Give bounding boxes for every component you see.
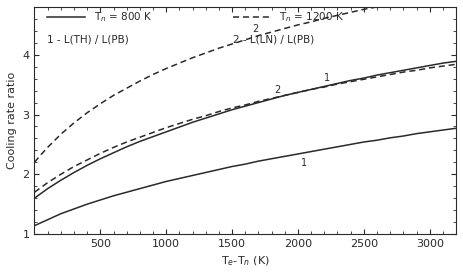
X-axis label: T$_e$-T$_n$ (K): T$_e$-T$_n$ (K) [221, 254, 269, 268]
Text: T$_n$ = 1200 K: T$_n$ = 1200 K [279, 10, 344, 24]
Text: 1: 1 [300, 158, 307, 168]
Text: 2: 2 [252, 24, 258, 34]
Text: 2 - L(LN) / L(PB): 2 - L(LN) / L(PB) [232, 35, 314, 45]
Text: 2: 2 [274, 85, 281, 95]
Text: T$_n$ = 800 K: T$_n$ = 800 K [94, 10, 152, 24]
Y-axis label: Cooling rate ratio: Cooling rate ratio [7, 72, 17, 169]
Text: 1: 1 [324, 73, 331, 83]
Text: 1 - L(TH) / L(PB): 1 - L(TH) / L(PB) [47, 35, 129, 45]
